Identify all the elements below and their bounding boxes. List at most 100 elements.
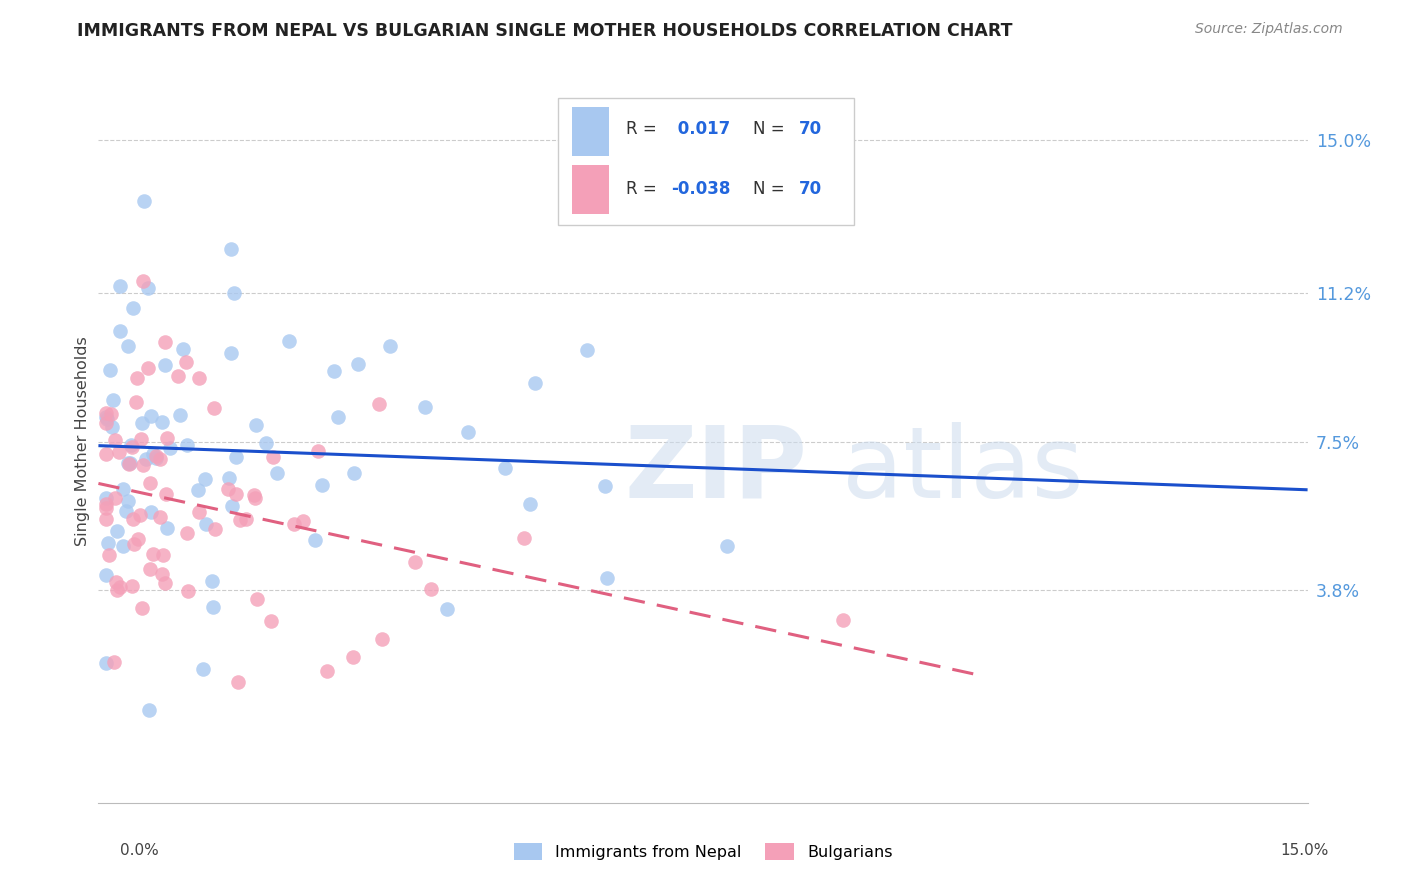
Point [129,432,152,446]
Point [138,281,160,295]
Point [187,483,209,497]
Point [131,601,153,615]
Point [121,579,143,593]
Point [96,416,118,430]
Point [153,334,176,349]
Point [368,397,391,411]
Point [229,513,252,527]
Point [596,571,619,585]
Point [96,491,118,505]
Point [117,456,139,470]
Point [96,409,118,424]
Point [114,504,136,518]
Point [139,475,162,490]
Point [131,416,153,430]
Point [132,458,155,472]
Text: 15.0%: 15.0% [1281,843,1329,858]
Point [142,447,165,461]
Text: IMMIGRANTS FROM NEPAL VS BULGARIAN SINGLE MOTHER HOUSEHOLDS CORRELATION CHART: IMMIGRANTS FROM NEPAL VS BULGARIAN SINGL… [77,22,1012,40]
Point [176,526,198,541]
Text: N =: N = [752,179,789,198]
Point [103,392,125,407]
Text: 70: 70 [799,120,821,137]
Point [118,457,141,471]
Point [153,359,176,373]
Point [134,194,156,208]
Point [142,547,165,561]
Point [120,456,142,470]
Text: 0.017: 0.017 [672,120,730,137]
Point [831,613,853,627]
Point [145,450,167,465]
Point [202,600,225,615]
Point [149,509,172,524]
Point [96,657,118,671]
Point [254,435,277,450]
Point [405,555,427,569]
Point [419,582,441,597]
Point [218,470,240,484]
Point [169,408,191,422]
Point [187,505,209,519]
Point [127,532,149,546]
Point [576,343,599,357]
Point [112,539,135,553]
Point [104,491,127,505]
Point [129,508,152,523]
Point [100,407,122,421]
Point [96,568,118,582]
Point [494,460,516,475]
Point [127,371,149,385]
Point [346,357,368,371]
Text: R =: R = [626,179,662,198]
Point [121,441,143,455]
Text: 0.0%: 0.0% [120,843,159,858]
FancyBboxPatch shape [572,107,609,156]
Point [108,445,131,459]
Text: -0.038: -0.038 [672,179,731,198]
Text: Source: ZipAtlas.com: Source: ZipAtlas.com [1195,22,1343,37]
Point [176,355,198,369]
Point [225,487,247,501]
Point [260,614,283,628]
Point [177,584,200,599]
Point [172,343,194,357]
Point [138,562,160,576]
Point [176,438,198,452]
Point [263,450,285,465]
Point [96,501,118,516]
Point [343,466,366,480]
Point [132,274,155,288]
Point [150,566,173,581]
Point [457,425,479,439]
Point [96,412,118,426]
Point [101,420,124,434]
Point [97,548,120,562]
Point [593,479,616,493]
Point [121,512,143,526]
Point [283,517,305,532]
Point [105,583,128,598]
Point [519,497,541,511]
Text: 70: 70 [799,179,821,198]
Point [138,703,160,717]
Point [124,537,146,551]
Point [278,334,301,348]
Point [195,516,218,531]
Point [152,415,174,429]
Text: R =: R = [626,120,662,137]
Point [110,580,132,594]
Point [311,478,333,492]
Point [112,482,135,496]
Point [153,575,176,590]
Point [120,438,142,452]
Point [155,487,177,501]
Point [110,278,132,293]
Point [304,533,326,547]
Point [149,452,172,467]
Point [187,371,209,385]
Point [221,499,243,513]
Point [716,539,738,553]
Point [224,286,246,301]
Point [97,536,120,550]
